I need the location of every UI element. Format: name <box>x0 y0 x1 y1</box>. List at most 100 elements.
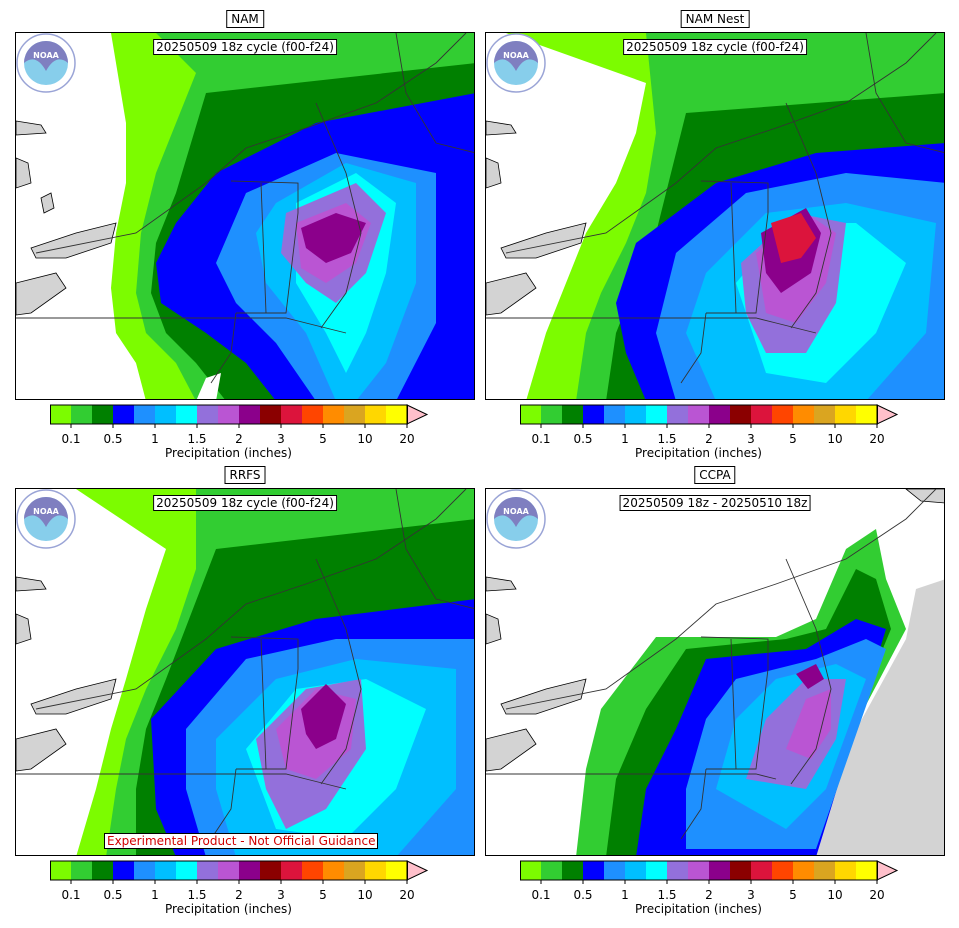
colorbar-tick-label: 3 <box>747 432 755 446</box>
colorbar-swatch <box>239 861 260 880</box>
colorbar-swatch <box>604 861 625 880</box>
colorbar-tick-label: 10 <box>827 888 843 902</box>
colorbar-swatch <box>71 405 92 424</box>
colorbar-swatch <box>562 861 583 880</box>
panel-nam: NAM 20250509 18 <box>15 10 475 400</box>
colorbar-swatch <box>709 861 730 880</box>
colorbar-label: Precipitation (inches) <box>165 902 292 916</box>
colorbar-swatch <box>688 405 709 424</box>
colorbar-tick-label: 2 <box>705 432 713 446</box>
colorbar-swatch <box>751 861 772 880</box>
colorbar-swatch <box>281 861 302 880</box>
svg-text:NOAA: NOAA <box>33 507 59 516</box>
colorbar-swatches <box>520 404 899 428</box>
experimental-notice: Experimental Product - Not Official Guid… <box>104 833 379 849</box>
colorbar-label: Precipitation (inches) <box>635 446 762 460</box>
colorbar-tick-label: 0.1 <box>531 888 551 902</box>
colorbar-swatches <box>50 404 429 428</box>
colorbar-tick-label: 1.5 <box>657 888 677 902</box>
precip-field <box>486 489 944 855</box>
colorbar-tick-label: 0.1 <box>61 432 81 446</box>
colorbar-frame <box>50 404 408 425</box>
colorbar-frame <box>520 860 878 881</box>
colorbar-tick-label: 1.5 <box>657 432 677 446</box>
colorbar-swatch <box>134 861 155 880</box>
svg-text:NOAA: NOAA <box>33 51 59 60</box>
colorbar-extend-arrow <box>406 860 429 881</box>
noaa-logo-icon: NOAA <box>486 33 546 93</box>
colorbar-tick-label: 5 <box>789 888 797 902</box>
colorbar-swatch <box>155 861 176 880</box>
colorbar-tick-label: 2 <box>235 888 243 902</box>
precip-map: 20250509 18z cycle (f00-f24) NOAA <box>15 32 475 400</box>
colorbar-tick-label: 1.5 <box>187 888 207 902</box>
colorbar-swatch <box>218 861 239 880</box>
precip-field <box>16 33 474 399</box>
cycle-label: 20250509 18z cycle (f00-f24) <box>153 39 337 55</box>
cycle-label: 20250509 18z - 20250510 18z <box>619 495 811 511</box>
colorbar-swatch <box>772 861 793 880</box>
colorbar-tick-label: 20 <box>399 432 415 446</box>
colorbar-swatch <box>50 405 71 424</box>
colorbar-swatch <box>583 861 604 880</box>
colorbar-tick-label: 5 <box>319 432 327 446</box>
colorbar-swatch <box>730 861 751 880</box>
colorbar-swatch <box>344 405 365 424</box>
panel-title: NAM <box>226 10 264 28</box>
cycle-label: 20250509 18z cycle (f00-f24) <box>153 495 337 511</box>
colorbar-swatch <box>835 861 856 880</box>
colorbar-swatch <box>302 861 323 880</box>
colorbar-tick-label: 0.5 <box>103 432 123 446</box>
colorbar-swatches <box>520 860 899 884</box>
colorbar-label: Precipitation (inches) <box>635 902 762 916</box>
colorbar-swatch <box>793 405 814 424</box>
colorbar-tick-label: 10 <box>357 432 373 446</box>
colorbar-tick-label: 10 <box>827 432 843 446</box>
colorbar-tick-label: 0.1 <box>531 432 551 446</box>
colorbar-swatch <box>541 861 562 880</box>
colorbar-swatch <box>176 861 197 880</box>
colorbar-tick-label: 1 <box>151 888 159 902</box>
colorbar-swatch <box>92 405 113 424</box>
colorbar-tick-label: 1 <box>151 432 159 446</box>
colorbar-swatch <box>155 405 176 424</box>
colorbar-swatch <box>667 405 688 424</box>
colorbar-swatch <box>92 861 113 880</box>
colorbar-nam: 0.1 0.5 1 1.5 2 3 5 10 20 Precipitation (inches) <box>50 404 470 464</box>
colorbar-tick-label: 20 <box>399 888 415 902</box>
colorbar-swatch <box>709 405 730 424</box>
colorbar-tick-label: 0.1 <box>61 888 81 902</box>
colorbar-swatch <box>625 861 646 880</box>
colorbar-swatch <box>386 861 407 880</box>
colorbar-swatch <box>113 861 134 880</box>
colorbar-tick-label: 1.5 <box>187 432 207 446</box>
colorbar-tick-label: 1 <box>621 888 629 902</box>
colorbar-tick-label: 3 <box>277 888 285 902</box>
colorbar-swatch <box>856 861 877 880</box>
colorbar-swatch <box>386 405 407 424</box>
colorbar-rrfs: 0.1 0.5 1 1.5 2 3 5 10 20 Precipitation (inches) <box>50 860 470 920</box>
colorbar-tick-label: 1 <box>621 432 629 446</box>
colorbar-swatch <box>667 861 688 880</box>
colorbar-tick-label: 0.5 <box>573 432 593 446</box>
colorbar-tick-label: 5 <box>319 888 327 902</box>
precip-map: 20250509 18z cycle (f00-f24) NOAA Experi… <box>15 488 475 856</box>
colorbar-label: Precipitation (inches) <box>165 446 292 460</box>
colorbar-tick-label: 0.5 <box>103 888 123 902</box>
colorbar-swatch <box>302 405 323 424</box>
cycle-label: 20250509 18z cycle (f00-f24) <box>623 39 807 55</box>
colorbar-swatch <box>646 405 667 424</box>
colorbar-swatch <box>134 405 155 424</box>
colorbar-swatch <box>583 405 604 424</box>
colorbar-swatch <box>688 861 709 880</box>
svg-text:NOAA: NOAA <box>503 51 529 60</box>
colorbar-swatch <box>835 405 856 424</box>
colorbar-tick-label: 3 <box>747 888 755 902</box>
colorbar-ccpa: 0.1 0.5 1 1.5 2 3 5 10 20 Precipitation (inches) <box>520 860 940 920</box>
colorbar-swatch <box>793 861 814 880</box>
colorbar-swatch <box>365 405 386 424</box>
colorbar-swatch <box>260 861 281 880</box>
precip-field <box>486 33 944 399</box>
panel-rrfs: RRFS 20250509 18z cycle (f00-f24) <box>15 466 475 856</box>
colorbar-tick-label: 20 <box>869 432 885 446</box>
